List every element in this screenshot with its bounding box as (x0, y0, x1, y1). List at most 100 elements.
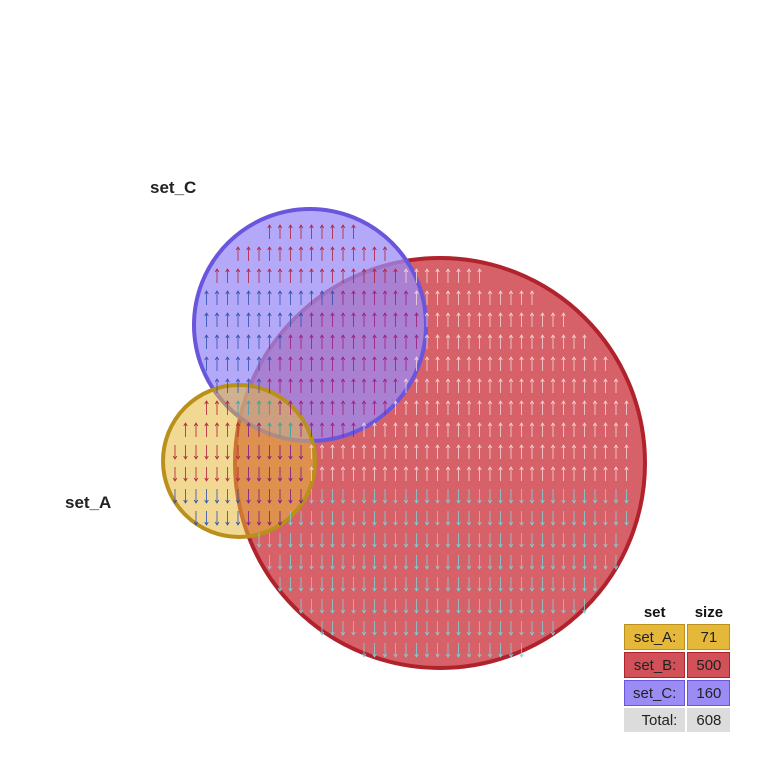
element-arrow-head (235, 334, 241, 339)
element-arrow-head (193, 499, 199, 504)
element-arrow-head (508, 521, 514, 526)
legend-row-set-c: set_C: 160 (624, 680, 731, 706)
element-arrow-head (435, 422, 440, 427)
element-arrow-head (466, 587, 472, 592)
element-arrow-head (498, 543, 503, 548)
element-arrow-head (393, 312, 398, 317)
element-arrow-head (561, 422, 566, 427)
element-arrow-head (592, 499, 598, 504)
element-arrow-head (204, 477, 209, 482)
element-arrow-head (414, 499, 419, 504)
element-arrow-head (319, 587, 325, 592)
element-arrow-head (361, 334, 367, 339)
element-arrow-head (456, 521, 461, 526)
element-arrow-head (477, 422, 482, 427)
element-arrow-head (235, 455, 241, 460)
element-arrow-head (456, 290, 461, 295)
element-arrow-head (309, 356, 314, 361)
element-arrow-head (393, 378, 398, 383)
element-arrow-head (403, 587, 409, 592)
element-arrow-head (498, 334, 503, 339)
element-arrow-head (508, 400, 514, 405)
element-arrow-head (267, 378, 272, 383)
element-arrow-head (372, 246, 377, 251)
element-arrow-head (172, 499, 178, 504)
element-arrow-head (393, 631, 398, 636)
element-arrow-head (582, 400, 587, 405)
element-arrow-head (435, 400, 440, 405)
element-arrow-head (582, 466, 587, 471)
legend-total-value: 608 (687, 708, 731, 732)
element-arrow-head (403, 400, 409, 405)
element-arrow-head (298, 543, 304, 548)
element-arrow-head (508, 631, 514, 636)
element-arrow-head (477, 565, 482, 570)
element-arrow-head (372, 444, 377, 449)
element-arrow-head (456, 499, 461, 504)
element-arrow-head (204, 312, 209, 317)
element-arrow-head (361, 587, 367, 592)
element-arrow-head (424, 444, 430, 449)
element-arrow-head (351, 224, 356, 229)
element-arrow-head (498, 290, 503, 295)
element-arrow-head (225, 356, 230, 361)
element-arrow-head (424, 268, 430, 273)
element-arrow-head (351, 565, 356, 570)
element-arrow-head (540, 631, 545, 636)
element-arrow-head (540, 543, 545, 548)
element-arrow-head (393, 653, 398, 658)
element-arrow-head (309, 609, 314, 614)
element-arrow-head (424, 334, 430, 339)
element-arrow-head (435, 587, 440, 592)
element-arrow-head (519, 466, 524, 471)
element-arrow-head (561, 378, 566, 383)
element-arrow-head (498, 356, 503, 361)
element-arrow-head (225, 422, 230, 427)
element-arrow-head (256, 268, 262, 273)
element-arrow-head (309, 587, 314, 592)
element-arrow-head (330, 312, 335, 317)
element-arrow-head (477, 356, 482, 361)
element-arrow-head (246, 334, 251, 339)
element-arrow-head (487, 378, 493, 383)
element-arrow-head (456, 312, 461, 317)
element-arrow-head (298, 455, 304, 460)
element-arrow-head (319, 609, 325, 614)
element-arrow-head (414, 653, 419, 658)
element-arrow-head (414, 521, 419, 526)
element-arrow-head (582, 543, 587, 548)
element-arrow-head (361, 499, 367, 504)
element-arrow-head (235, 499, 241, 504)
element-arrow-head (330, 356, 335, 361)
element-arrow-head (382, 587, 388, 592)
element-arrow-head (288, 246, 293, 251)
element-arrow-head (508, 356, 514, 361)
element-arrow-head (550, 631, 556, 636)
element-arrow-head (382, 444, 388, 449)
element-arrow-head (235, 422, 241, 427)
element-arrow-head (456, 400, 461, 405)
element-arrow-head (288, 224, 293, 229)
element-arrow-head (582, 356, 587, 361)
element-arrow-head (603, 543, 608, 548)
element-arrow-head (456, 444, 461, 449)
set-a-circle (161, 383, 317, 539)
element-arrow-head (298, 499, 304, 504)
element-arrow-head (414, 290, 419, 295)
element-arrow-head (246, 455, 251, 460)
element-arrow-head (319, 543, 325, 548)
element-arrow-head (372, 378, 377, 383)
element-arrow-head (498, 499, 503, 504)
element-arrow-head (529, 422, 535, 427)
element-arrow-head (361, 444, 367, 449)
element-arrow-head (204, 499, 209, 504)
element-arrow-head (456, 565, 461, 570)
element-arrow-head (487, 466, 493, 471)
element-arrow-head (361, 378, 367, 383)
element-arrow-head (592, 400, 598, 405)
element-arrow-head (582, 444, 587, 449)
element-arrow-head (256, 477, 262, 482)
element-arrow-head (435, 466, 440, 471)
element-arrow-head (477, 631, 482, 636)
element-arrow-head (466, 466, 472, 471)
